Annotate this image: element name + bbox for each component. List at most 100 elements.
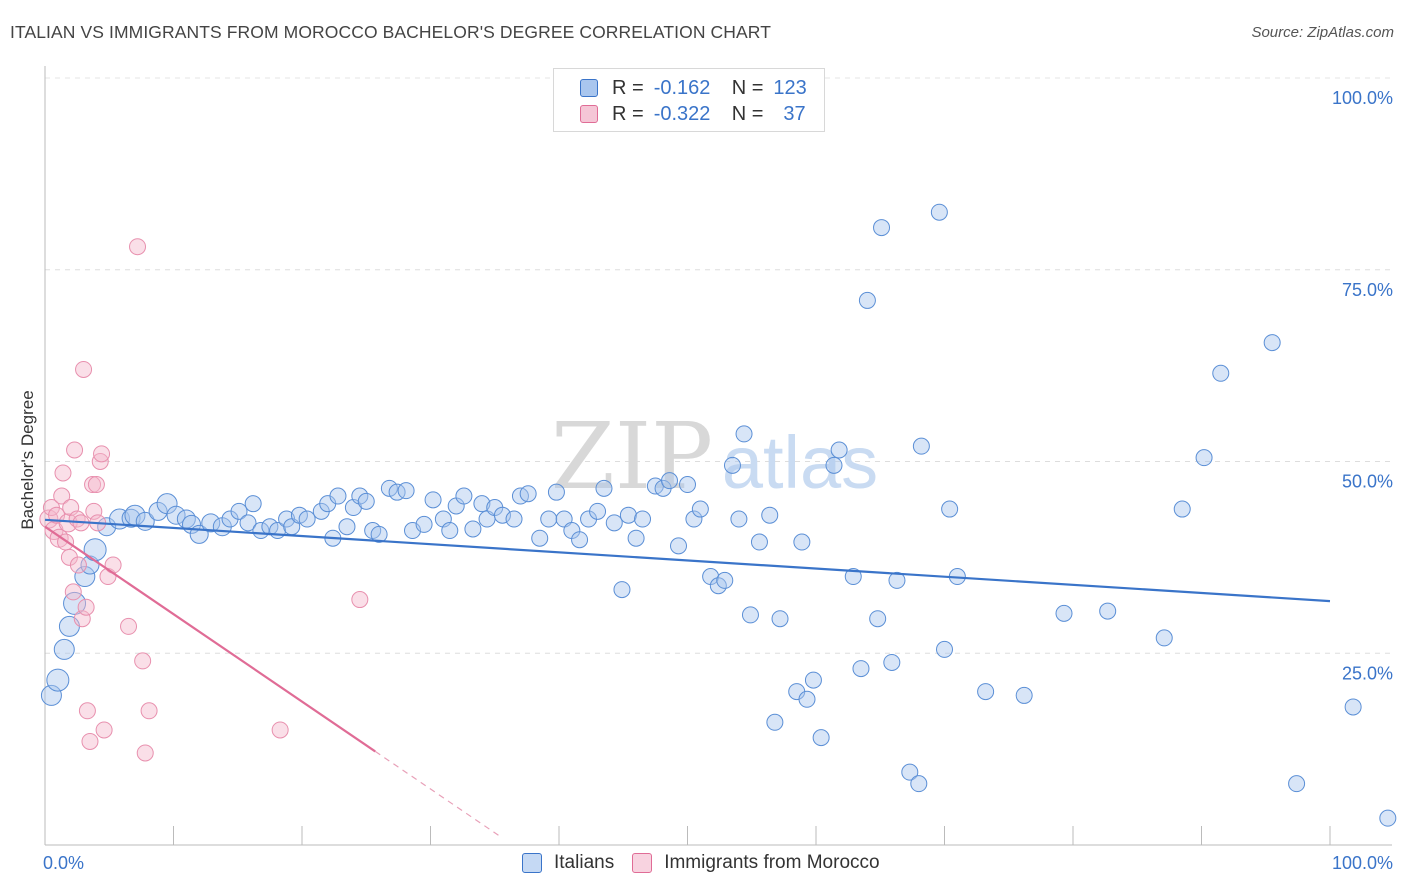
watermark-zip: ZIP (551, 403, 713, 510)
italians-point (605, 514, 623, 532)
legend-item-italians[interactable]: Italians (522, 852, 614, 874)
morocco-point (120, 617, 138, 635)
italians-point (63, 591, 87, 615)
italians-point (595, 479, 613, 497)
series-legend: Italians Immigrants from Morocco (522, 852, 898, 874)
italians-point (148, 501, 168, 521)
morocco-point (134, 652, 152, 670)
legend-n-label: N = (731, 102, 764, 125)
legend-item-morocco[interactable]: Immigrants from Morocco (632, 852, 880, 874)
y-tick-label: 100.0% (1332, 88, 1393, 108)
italians-point (397, 482, 415, 500)
y-tick-label: 75.0% (1342, 280, 1393, 300)
italians-point (869, 610, 887, 628)
morocco-point (66, 441, 84, 459)
italians-point (455, 487, 473, 505)
legend-row-morocco: R = -0.322 N = 37 (580, 102, 806, 126)
italians-point (298, 510, 316, 528)
x-tick-label: 0.0% (43, 853, 84, 873)
morocco-point (129, 238, 147, 256)
italians-point (830, 441, 848, 459)
italians-point (1379, 809, 1397, 827)
y-tick-label: 25.0% (1342, 663, 1393, 683)
morocco-point (351, 591, 369, 609)
grid-lines (45, 77, 1392, 654)
italians-points (40, 203, 1397, 827)
italians-point (1288, 775, 1306, 793)
morocco-point (75, 360, 93, 378)
italians-point (825, 456, 843, 474)
italians-point (761, 506, 779, 524)
legend-r-label: R = (612, 76, 644, 99)
morocco-point (95, 721, 113, 739)
italians-point (1055, 604, 1073, 622)
morocco-swatch (580, 105, 598, 123)
italians-point (97, 517, 117, 537)
morocco-point (140, 702, 158, 720)
legend-r-value: -0.322 (653, 102, 711, 125)
italians-point (670, 537, 688, 555)
italians-point (1212, 364, 1230, 382)
italians-point (338, 518, 356, 536)
italians-point (464, 520, 482, 538)
morocco-point (93, 445, 111, 463)
italians-point (691, 500, 709, 518)
italians-point (679, 476, 696, 494)
italians-point (735, 425, 753, 443)
italians-point (571, 531, 589, 549)
italians-point (730, 510, 748, 528)
italians-point (589, 502, 607, 520)
italians-point (83, 538, 107, 562)
italians-legend-label: Italians (554, 852, 615, 873)
italians-point (936, 640, 953, 658)
legend-n-value: 123 (773, 76, 807, 99)
italians-point (685, 510, 703, 528)
italians-point (473, 495, 491, 513)
italians-point (121, 508, 141, 528)
italians-point (239, 514, 257, 532)
source-label: Source: ZipAtlas.com (1251, 24, 1394, 41)
morocco-legend-label: Immigrants from Morocco (664, 852, 880, 873)
morocco-point (87, 476, 105, 494)
italians-point (441, 522, 459, 540)
italians-point (812, 729, 830, 747)
italians-point (1099, 602, 1117, 620)
italians-point (804, 671, 822, 689)
italians-point (424, 491, 442, 509)
legend-r-label: R = (612, 102, 644, 125)
italians-point (930, 203, 948, 221)
italians-point (244, 495, 262, 513)
italians-point (1155, 629, 1173, 647)
morocco-point (54, 464, 72, 482)
italians-point (329, 487, 347, 505)
italians-point (613, 581, 631, 599)
italians-point (290, 506, 308, 524)
y-axis-label: Bachelor's Degree (18, 390, 37, 529)
italians-point (380, 479, 398, 497)
italians-point (793, 533, 811, 551)
italians-point (723, 456, 741, 474)
legend-n-value: 37 (783, 102, 806, 125)
italians-point (540, 510, 558, 528)
italians-point (858, 291, 876, 309)
italians-point (370, 525, 388, 543)
italians-point (977, 683, 995, 701)
morocco-points (39, 238, 369, 762)
x-tick-label: 100.0% (1332, 853, 1393, 873)
italians-point (1344, 698, 1362, 716)
morocco-point (84, 476, 102, 494)
italians-legend-swatch (522, 853, 542, 873)
legend-n-label: N = (731, 76, 764, 99)
chart-title: ITALIAN VS IMMIGRANTS FROM MOROCCO BACHE… (10, 22, 771, 42)
morocco-point (77, 598, 95, 616)
morocco-point (69, 556, 87, 574)
morocco-point (64, 583, 82, 601)
italians-point (634, 510, 652, 528)
italians-point (166, 505, 186, 525)
italians-point (716, 571, 734, 589)
correlation-legend: R = -0.162 N = 123 R = -0.322 N = 37 (553, 68, 825, 132)
italians-point (883, 653, 901, 671)
morocco-point (78, 702, 96, 720)
italians-point (1263, 334, 1281, 352)
